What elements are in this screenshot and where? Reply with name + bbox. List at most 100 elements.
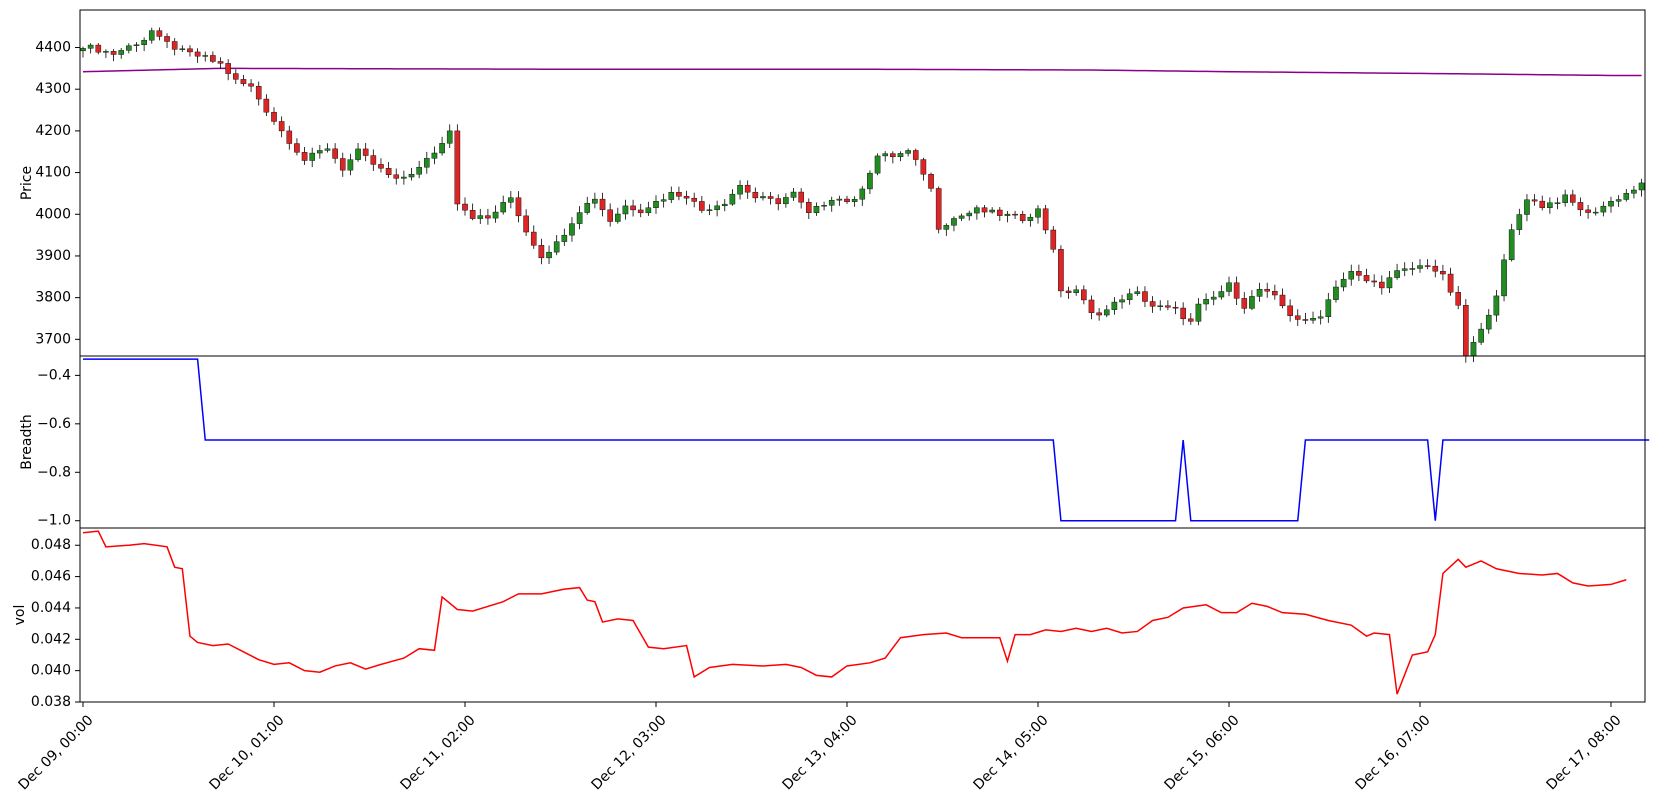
candle [171,38,178,56]
candle [294,138,300,156]
candle [324,143,331,153]
candle [683,190,690,205]
candle-body-up [828,199,835,206]
candle [775,194,782,211]
candle [1401,262,1408,277]
candle [714,200,720,217]
candle-body-up [622,205,629,215]
candle [1348,264,1355,286]
candle-body-up [1134,291,1141,294]
candle [1279,288,1286,309]
candle-body-down [385,168,392,175]
moving-average-line [82,67,1642,77]
candle [1302,312,1309,325]
candle [981,204,988,218]
candle [431,146,438,165]
candle [1195,298,1202,326]
candle [897,151,904,162]
candle [699,196,705,214]
candle [790,187,797,201]
candle-body-down [920,159,927,175]
candle-body-up [615,213,621,222]
candle [1478,322,1484,345]
candle [110,49,117,62]
candle-body-down [1081,289,1087,301]
candle-body-down [515,197,522,217]
candle [828,196,835,212]
candle-body-up [416,167,422,175]
candle-body-up [1226,282,1232,292]
candle-body-up [1256,288,1263,297]
candle [561,228,568,246]
candle-body-down [1096,312,1102,316]
candle-body-up [1600,205,1607,213]
candle [1103,304,1110,318]
candle [966,210,973,221]
candle [592,192,598,209]
candle [760,191,766,201]
candle [446,124,453,148]
candle [1050,226,1057,253]
candle [1569,189,1576,206]
candle [668,186,675,204]
candle-body-down [210,55,216,62]
candle [1463,299,1469,363]
y-tick-label: 3700 [35,331,71,347]
candle [989,207,995,214]
candle-body-down [981,207,988,213]
candle-body-down [1180,307,1186,320]
candle [974,205,980,220]
candle [1386,270,1393,293]
breadth-y-label: Breadth [19,414,35,470]
candle [1180,302,1186,326]
candle-body-down [1172,306,1179,309]
candle-body-up [760,196,766,199]
candle [783,193,789,208]
candle [240,74,247,87]
candle [1516,208,1523,236]
candle-body-up [836,198,843,201]
candle [347,153,354,176]
candle-body-up [668,192,675,200]
candle-body-up [737,184,743,195]
candle [729,189,736,206]
candle-body-up [1508,229,1515,261]
candle [194,48,201,63]
candle-body-down [187,48,193,53]
candle [462,197,468,216]
candle [660,193,667,208]
candle [1577,197,1584,217]
candle [187,45,193,57]
candle-body-up [317,150,323,154]
candle [148,27,155,44]
candle-body-up [1310,317,1316,321]
candle-body-down [1371,280,1377,283]
candle [248,79,254,93]
candle-body-down [263,98,270,113]
candle [1126,288,1133,305]
candle-body-down [156,30,163,37]
candle [691,192,697,208]
candle [630,199,636,217]
candle-body-down [278,121,285,132]
candle [1531,194,1538,206]
candle [1142,286,1148,308]
candle [1058,245,1064,298]
candle-body-up [1249,296,1255,309]
candle-body-down [752,191,759,199]
candle-body-up [1333,286,1339,300]
candle-body-up [87,44,94,49]
candle [454,124,461,211]
candle [1432,259,1439,278]
candle [385,162,392,178]
candle [1272,284,1278,300]
vol-y-label: vol [12,605,28,626]
candle [263,94,270,117]
candle [508,191,514,209]
candle-body-up [1157,305,1164,307]
candle [1363,268,1370,284]
candle [844,195,850,204]
candle-body-down [1187,318,1194,322]
candle [255,81,262,106]
y-tick-label: 0.044 [31,600,71,616]
